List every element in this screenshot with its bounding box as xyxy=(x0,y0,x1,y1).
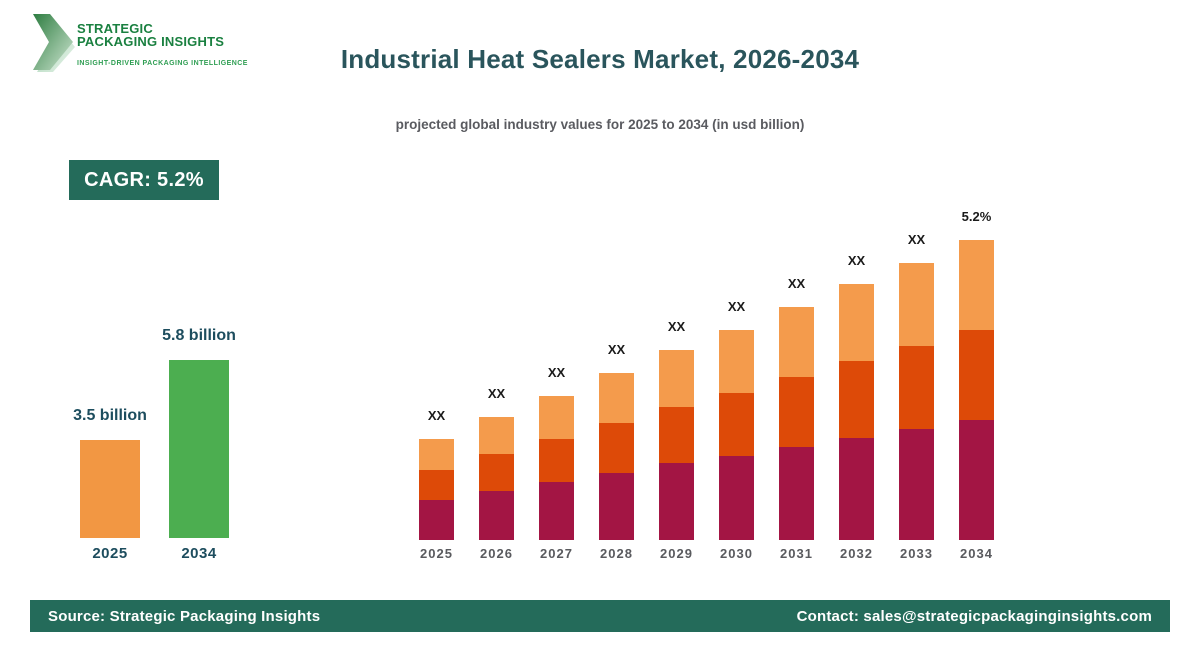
axis-year-label-2027: 2027 xyxy=(540,546,573,561)
summary-value-label: 5.8 billion xyxy=(162,327,236,344)
bar-segment-bottom-2032 xyxy=(839,438,874,540)
summary-year-label: 2025 xyxy=(92,545,128,562)
stacked-bar-chart: XX 2025 XX 2026 XX 2027 XX 2028 XX 2029 XX 2030 XX 20… xyxy=(419,190,994,561)
bar-segment-middle-2034 xyxy=(959,330,994,420)
bar-segment-middle-2030 xyxy=(719,393,754,456)
bar-value-label-2030: XX xyxy=(727,299,746,314)
bar-segment-bottom-2025 xyxy=(419,500,454,540)
bar-value-label-2032: XX xyxy=(847,253,866,268)
bar-value-label-2025: XX xyxy=(427,408,446,423)
bar-column-2030: XX 2030 xyxy=(719,190,754,561)
bar-value-label-2031: XX xyxy=(787,276,806,291)
footer-bar: Source: Strategic Packaging Insights Con… xyxy=(30,600,1170,632)
bar-column-2034: 5.2% 2034 xyxy=(959,190,994,561)
bar-segment-top-2030 xyxy=(719,330,754,393)
bar-column-2033: XX 2033 xyxy=(899,190,934,561)
summary-value-label: 3.5 billion xyxy=(73,407,147,424)
bar-segment-top-2028 xyxy=(599,373,634,423)
axis-year-label-2028: 2028 xyxy=(600,546,633,561)
bar-segment-middle-2032 xyxy=(839,361,874,438)
bar-segment-middle-2029 xyxy=(659,407,694,463)
bar-segment-top-2029 xyxy=(659,350,694,407)
brand-name-line2: PACKAGING INSIGHTS xyxy=(77,34,225,49)
axis-year-label-2033: 2033 xyxy=(900,546,933,561)
brand-logo: STRATEGIC PACKAGING INSIGHTS INSIGHT-DRI… xyxy=(33,14,248,72)
footer-contact: Contact: sales@strategicpackaginginsight… xyxy=(796,607,1152,625)
bar-column-2028: XX 2028 xyxy=(599,190,634,561)
summary-year-label: 2034 xyxy=(181,545,217,562)
bar-segment-top-2033 xyxy=(899,263,934,346)
bar-segment-bottom-2033 xyxy=(899,429,934,540)
bar-segment-middle-2031 xyxy=(779,377,814,447)
bar-value-label-2034: 5.2% xyxy=(961,209,992,224)
summary-bar-column-2034: 5.8 billion 2034 xyxy=(162,320,236,562)
brand-tagline: INSIGHT-DRIVEN PACKAGING INTELLIGENCE xyxy=(77,60,248,67)
footer-source: Source: Strategic Packaging Insights xyxy=(48,607,321,625)
bar-column-2031: XX 2031 xyxy=(779,190,814,561)
axis-year-label-2030: 2030 xyxy=(720,546,753,561)
bar-value-label-2033: XX xyxy=(907,232,926,247)
bar-segment-middle-2026 xyxy=(479,454,514,491)
axis-year-label-2034: 2034 xyxy=(960,546,993,561)
bar-segment-bottom-2029 xyxy=(659,463,694,540)
bar-value-label-2029: XX xyxy=(667,319,686,334)
page-title: Industrial Heat Sealers Market, 2026-203… xyxy=(340,44,860,74)
bar-value-label-2028: XX xyxy=(607,342,626,357)
bar-segment-top-2031 xyxy=(779,307,814,377)
axis-year-label-2031: 2031 xyxy=(780,546,813,561)
bar-segment-bottom-2026 xyxy=(479,491,514,540)
bar-value-label-2027: XX xyxy=(547,365,566,380)
bar-column-2026: XX 2026 xyxy=(479,190,514,561)
axis-year-label-2026: 2026 xyxy=(480,546,513,561)
brand-name-line1: STRATEGIC xyxy=(77,21,153,36)
bar-column-2027: XX 2027 xyxy=(539,190,574,561)
brand-text: STRATEGIC PACKAGING INSIGHTS INSIGHT-DRI… xyxy=(77,14,248,67)
brand-chevron-icon xyxy=(33,14,75,72)
axis-year-label-2029: 2029 xyxy=(660,546,693,561)
bar-segment-bottom-2027 xyxy=(539,482,574,540)
page-subtitle: projected global industry values for 202… xyxy=(395,117,805,132)
bar-value-label-2026: XX xyxy=(487,386,506,401)
bar-segment-bottom-2034 xyxy=(959,420,994,540)
bar-segment-middle-2028 xyxy=(599,423,634,473)
bar-segment-bottom-2028 xyxy=(599,473,634,540)
cagr-badge: CAGR: 5.2% xyxy=(69,160,219,200)
bar-segment-bottom-2031 xyxy=(779,447,814,540)
bar-column-2025: XX 2025 xyxy=(419,190,454,561)
bar-column-2029: XX 2029 xyxy=(659,190,694,561)
bar-segment-top-2026 xyxy=(479,417,514,454)
bar-segment-top-2025 xyxy=(419,439,454,470)
bar-segment-top-2027 xyxy=(539,396,574,439)
bar-segment-top-2032 xyxy=(839,284,874,361)
bar-segment-middle-2025 xyxy=(419,470,454,500)
bar-segment-middle-2027 xyxy=(539,439,574,482)
summary-bar-column-2025: 3.5 billion 2025 xyxy=(73,320,147,562)
bar-segment-bottom-2030 xyxy=(719,456,754,540)
bar-segment-middle-2033 xyxy=(899,346,934,429)
axis-year-label-2032: 2032 xyxy=(840,546,873,561)
axis-year-label-2025: 2025 xyxy=(420,546,453,561)
summary-chart: 3.5 billion 2025 5.8 billion 2034 xyxy=(73,320,236,562)
summary-bar-2025 xyxy=(80,440,140,538)
bar-segment-top-2034 xyxy=(959,240,994,330)
summary-bar-2034 xyxy=(169,360,229,538)
bar-column-2032: XX 2032 xyxy=(839,190,874,561)
